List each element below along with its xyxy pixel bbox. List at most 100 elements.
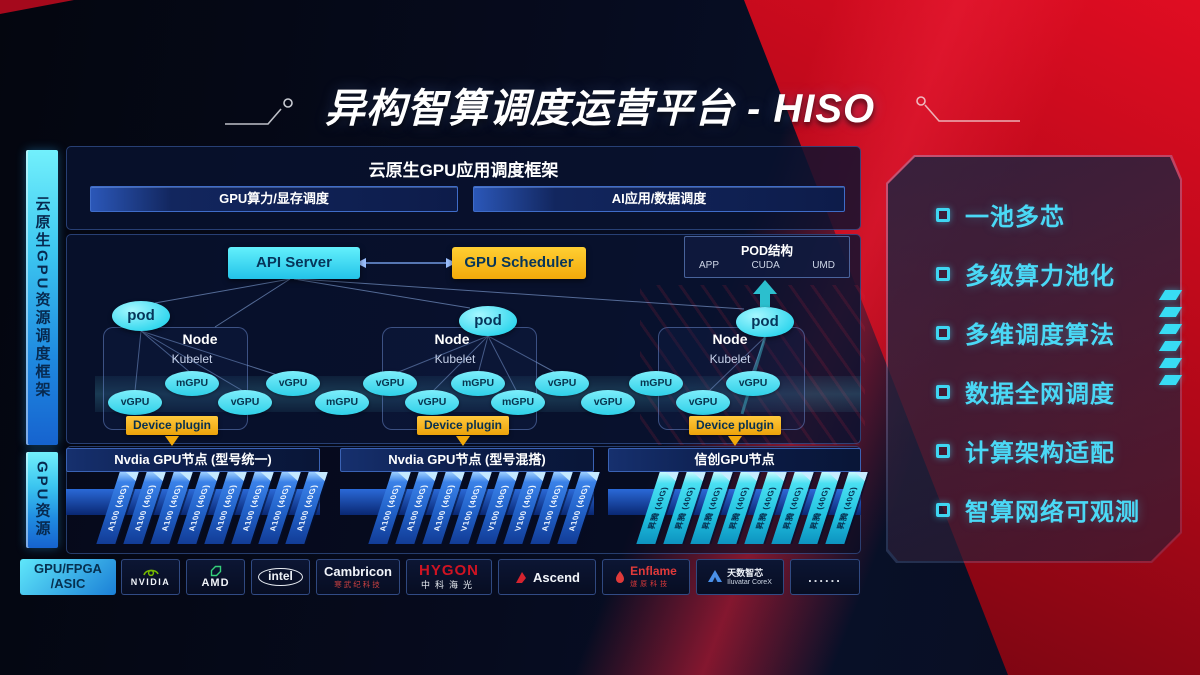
pod-layer: UMD	[812, 260, 835, 271]
gpu-unit-ellipse: vGPU	[581, 390, 635, 415]
enflame-logo-icon	[616, 570, 625, 583]
gpu-card-label: 昇腾 (40G)	[646, 486, 669, 530]
gpu-card-label: A100 (40G)	[294, 484, 319, 532]
sidebar-framework-label: 云原生GPU资源调度框架	[33, 195, 51, 400]
vendor-name: HYGON	[418, 562, 479, 579]
gpu-card-label: A100 (40G)	[566, 484, 591, 532]
api-server-box: API Server	[228, 247, 360, 279]
kubelet-label: Kubelet	[171, 352, 213, 366]
gpu-unit-ellipse: vGPU	[108, 390, 162, 415]
gpu-card-label: A100 (40G)	[132, 484, 157, 532]
feature-label: 数据全网调度	[965, 381, 1115, 408]
gpu-card-label: A100 (40G)	[159, 484, 184, 532]
square-bullet-icon	[936, 326, 950, 340]
gpu-unit-ellipse: mGPU	[315, 390, 369, 415]
pod-ellipse: pod	[459, 306, 517, 336]
vendor-sub: 中科海光	[420, 580, 477, 590]
pod-ellipse: pod	[736, 307, 794, 337]
vendor-name: 天数智芯	[727, 568, 764, 579]
down-arrow-icon	[165, 436, 179, 446]
gpu-card-group: A100 (40G) A100 (40G) A100 (40G) V100 (4…	[368, 472, 600, 544]
vendor-box-nvidia: NVIDIA	[121, 559, 180, 595]
gpu-card-label: A100 (40G)	[377, 484, 402, 532]
vendor-box-cambricon: Cambricon 寒武纪科技	[316, 559, 400, 595]
feature-item: 多级算力池化	[936, 256, 1164, 291]
gpu-group-header: 信创GPU节点	[608, 448, 861, 472]
feature-item: 计算架构适配	[936, 433, 1164, 468]
gpu-card-label: A100 (40G)	[267, 484, 292, 532]
gpu-card-label: A100 (40G)	[404, 484, 429, 532]
vendor-header-line2: /ASIC	[50, 576, 86, 591]
square-bullet-icon	[936, 503, 950, 517]
gpu-card-label: 昇腾 (40G)	[673, 486, 696, 530]
sidebar-bar-resource: GPU资源	[26, 452, 58, 548]
gpu-card-group: 昇腾 (40G) 昇腾 (40G) 昇腾 (40G) 昇腾 (40G) 昇腾 (…	[636, 472, 868, 544]
gpu-unit-ellipse: vGPU	[535, 371, 589, 396]
iluvatar-logo-icon	[708, 570, 723, 583]
gpu-unit-ellipse: vGPU	[405, 390, 459, 415]
intel-logo-icon: intel	[258, 568, 303, 586]
vendor-box-hygon: HYGON 中科海光	[406, 559, 492, 595]
gpu-unit-ellipse: vGPU	[218, 390, 272, 415]
square-bullet-icon	[936, 444, 950, 458]
nvidia-logo-icon	[142, 569, 159, 577]
vendor-sub: 燧原科技	[630, 580, 671, 588]
vendor-box-amd: AMD	[186, 559, 245, 595]
features-panel-inner: 一池多芯 多级算力池化 多维调度算法 数据全网调度 计算架构适配 智算网络可观测	[888, 157, 1180, 561]
down-arrow-icon	[456, 436, 470, 446]
kubelet-label: Kubelet	[434, 352, 476, 366]
gpu-card-label: A100 (40G)	[431, 484, 456, 532]
pod-ellipse: pod	[112, 301, 170, 331]
gpu-card-label: 昇腾 (40G)	[700, 486, 723, 530]
pod-structure-title: POD结构	[740, 244, 794, 258]
vendor-name: NVIDIA	[130, 577, 171, 587]
corner-red-accent	[0, 0, 74, 14]
gpu-card-label: 昇腾 (40G)	[781, 486, 804, 530]
vendor-box-iluvatar: 天数智芯 Iluvatar CoreX	[696, 559, 784, 595]
sidebar-bar-framework: 云原生GPU资源调度框架	[26, 150, 58, 445]
gpu-card-label: A100 (40G)	[213, 484, 238, 532]
gpu-card-label: V100 (40G)	[485, 484, 510, 532]
gpu-card-label: A100 (40G)	[105, 484, 130, 532]
square-bullet-icon	[936, 208, 950, 222]
gpu-unit-ellipse: vGPU	[676, 390, 730, 415]
pod-structure-box: POD结构 APP CUDA UMD	[684, 236, 850, 278]
vendor-header-box: GPU/FPGA /ASIC	[20, 559, 116, 595]
vendor-box-ascend: Ascend	[498, 559, 596, 595]
feature-item: 多维调度算法	[936, 315, 1164, 350]
vendor-sub: Iluvatar CoreX	[727, 578, 772, 586]
vendor-name: Cambricon	[324, 564, 392, 579]
vendor-box-enflame: Enflame 燧原科技	[602, 559, 690, 595]
square-bullet-icon	[936, 267, 950, 281]
gpu-unit-ellipse: mGPU	[451, 371, 505, 396]
gpu-card-label: A100 (40G)	[539, 484, 564, 532]
gpu-card-label: 昇腾 (40G)	[754, 486, 777, 530]
hazard-stripes-icon	[1158, 290, 1183, 392]
feature-label: 智算网络可观测	[965, 499, 1140, 526]
device-plugin-box: Device plugin	[126, 416, 218, 435]
vendor-name: Ascend	[533, 569, 580, 585]
gpu-scheduler-box: GPU Scheduler	[452, 247, 586, 279]
gpu-unit-ellipse: vGPU	[726, 371, 780, 396]
feature-label: 多级算力池化	[965, 263, 1115, 290]
kubelet-label: Kubelet	[709, 352, 751, 366]
compute-schedule-bar: GPU算力/显存调度	[90, 186, 458, 212]
device-plugin-box: Device plugin	[689, 416, 781, 435]
gpu-card-label: 昇腾 (40G)	[835, 486, 858, 530]
ascend-logo-icon	[516, 571, 527, 583]
gpu-card-label: 昇腾 (40G)	[727, 486, 750, 530]
square-bullet-icon	[936, 385, 950, 399]
gpu-unit-ellipse: mGPU	[165, 371, 219, 396]
amd-logo-icon	[210, 565, 221, 577]
gpu-unit-ellipse: mGPU	[491, 390, 545, 415]
vendor-name: ......	[808, 569, 842, 585]
gpu-unit-ellipse: vGPU	[363, 371, 417, 396]
vendor-name: Enflame	[630, 564, 677, 579]
feature-label: 多维调度算法	[965, 322, 1115, 349]
gpu-card-label: V100 (40G)	[512, 484, 537, 532]
sidebar-resource-label: GPU资源	[33, 461, 51, 539]
feature-label: 计算架构适配	[965, 440, 1115, 467]
vendor-box-more: ......	[790, 559, 860, 595]
feature-item: 智算网络可观测	[936, 492, 1164, 527]
feature-item: 数据全网调度	[936, 374, 1164, 409]
